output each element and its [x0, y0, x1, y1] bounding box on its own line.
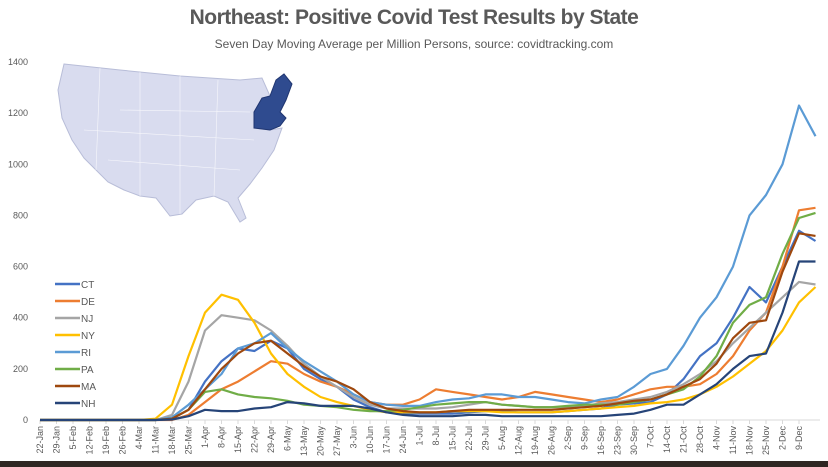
x-tick-label: 30-Sep	[629, 426, 639, 455]
x-tick-label: 20-May	[316, 426, 326, 457]
x-tick-label: 12-Feb	[85, 426, 95, 455]
x-tick-label: 5-Feb	[68, 426, 78, 450]
legend-label-ny: NY	[81, 331, 95, 342]
series-line-pa	[40, 211, 816, 422]
y-tick-label: 600	[13, 262, 28, 272]
us-map-inset	[57, 63, 293, 223]
x-tick-label: 19-Aug	[530, 426, 540, 455]
x-tick-label: 18-Nov	[745, 426, 755, 456]
series-line-de	[40, 206, 816, 422]
y-tick-label: 200	[13, 364, 28, 374]
x-tick-label: 22-Jul	[464, 426, 474, 451]
x-tick-label: 16-Sep	[596, 426, 606, 455]
x-tick-label: 23-Sep	[613, 426, 623, 455]
x-tick-label: 11-Nov	[728, 426, 738, 455]
x-tick-label: 2-Sep	[563, 426, 573, 450]
northeast-region	[253, 73, 293, 131]
x-tick-label: 29-Apr	[266, 426, 276, 453]
x-tick-label: 22-Jan	[35, 426, 45, 454]
x-tick-label: 26-Feb	[118, 426, 128, 455]
series-line-ma	[40, 232, 816, 422]
x-tick-label: 6-May	[283, 426, 293, 452]
chart-subtitle: Seven Day Moving Average per Million Per…	[214, 37, 614, 51]
x-tick-label: 4-Nov	[712, 426, 722, 451]
x-tick-label: 12-Aug	[514, 426, 524, 455]
y-tick-label: 1200	[8, 108, 28, 118]
x-tick-label: 7-Oct	[646, 426, 656, 449]
x-tick-label: 5-Aug	[497, 426, 507, 450]
x-tick-label: 15-Jul	[448, 426, 458, 451]
x-tick-label: 8-Apr	[217, 426, 227, 448]
series-line-ny	[40, 286, 817, 422]
x-tick-label: 24-Jun	[398, 426, 408, 454]
series-line-nj	[40, 280, 816, 422]
x-tick-label: 25-Nov	[761, 426, 771, 456]
x-tick-label: 9-Sep	[580, 426, 590, 450]
x-tick-label: 22-Apr	[250, 426, 260, 453]
legend-label-de: DE	[81, 297, 95, 308]
chart-title: Northeast: Positive Covid Test Results b…	[189, 6, 639, 29]
y-tick-label: 400	[13, 313, 28, 323]
x-tick-label: 2-Dec	[778, 426, 788, 451]
x-tick-label: 28-Oct	[695, 426, 705, 454]
x-tick-label: 4-Mar	[134, 426, 144, 450]
legend-label-pa: PA	[81, 365, 94, 376]
series-line-nh	[40, 260, 816, 422]
legend-label-ct: CT	[81, 280, 94, 291]
bottom-bar	[0, 461, 828, 467]
legend-label-nj: NJ	[81, 314, 93, 325]
x-tick-label: 21-Oct	[679, 426, 689, 454]
x-tick-label: 10-Jun	[365, 426, 375, 454]
x-tick-label: 29-Jan	[52, 426, 62, 454]
x-tick-label: 3-Jun	[349, 426, 359, 449]
x-tick-label: 26-Aug	[547, 426, 557, 455]
legend-label-ma: MA	[81, 382, 96, 393]
y-tick-label: 0	[23, 415, 28, 425]
x-tick-label: 29-Jul	[481, 426, 491, 451]
x-tick-label: 1-Apr	[200, 426, 210, 448]
x-tick-label: 9-Dec	[794, 426, 804, 451]
legend-label-ri: RI	[81, 348, 91, 359]
x-tick-label: 8-Jul	[431, 426, 441, 446]
x-tick-label: 27-May	[332, 426, 342, 457]
x-tick-label: 18-Mar	[167, 426, 177, 455]
x-tick-label: 1-Jul	[415, 426, 425, 446]
x-tick-label: 14-Oct	[662, 426, 672, 454]
y-tick-label: 1000	[8, 159, 28, 169]
us-map-shape	[57, 63, 283, 223]
x-tick-label: 25-Mar	[184, 426, 194, 455]
x-tick-label: 13-May	[299, 426, 309, 457]
y-tick-label: 800	[13, 210, 28, 220]
series-line-ct	[40, 229, 817, 422]
x-tick-label: 19-Feb	[101, 426, 111, 455]
legend-label-nh: NH	[81, 399, 95, 410]
y-tick-label: 1400	[8, 57, 28, 67]
x-tick-label: 15-Apr	[233, 426, 243, 453]
x-tick-label: 11-Mar	[151, 426, 161, 454]
x-tick-label: 17-Jun	[382, 426, 392, 454]
